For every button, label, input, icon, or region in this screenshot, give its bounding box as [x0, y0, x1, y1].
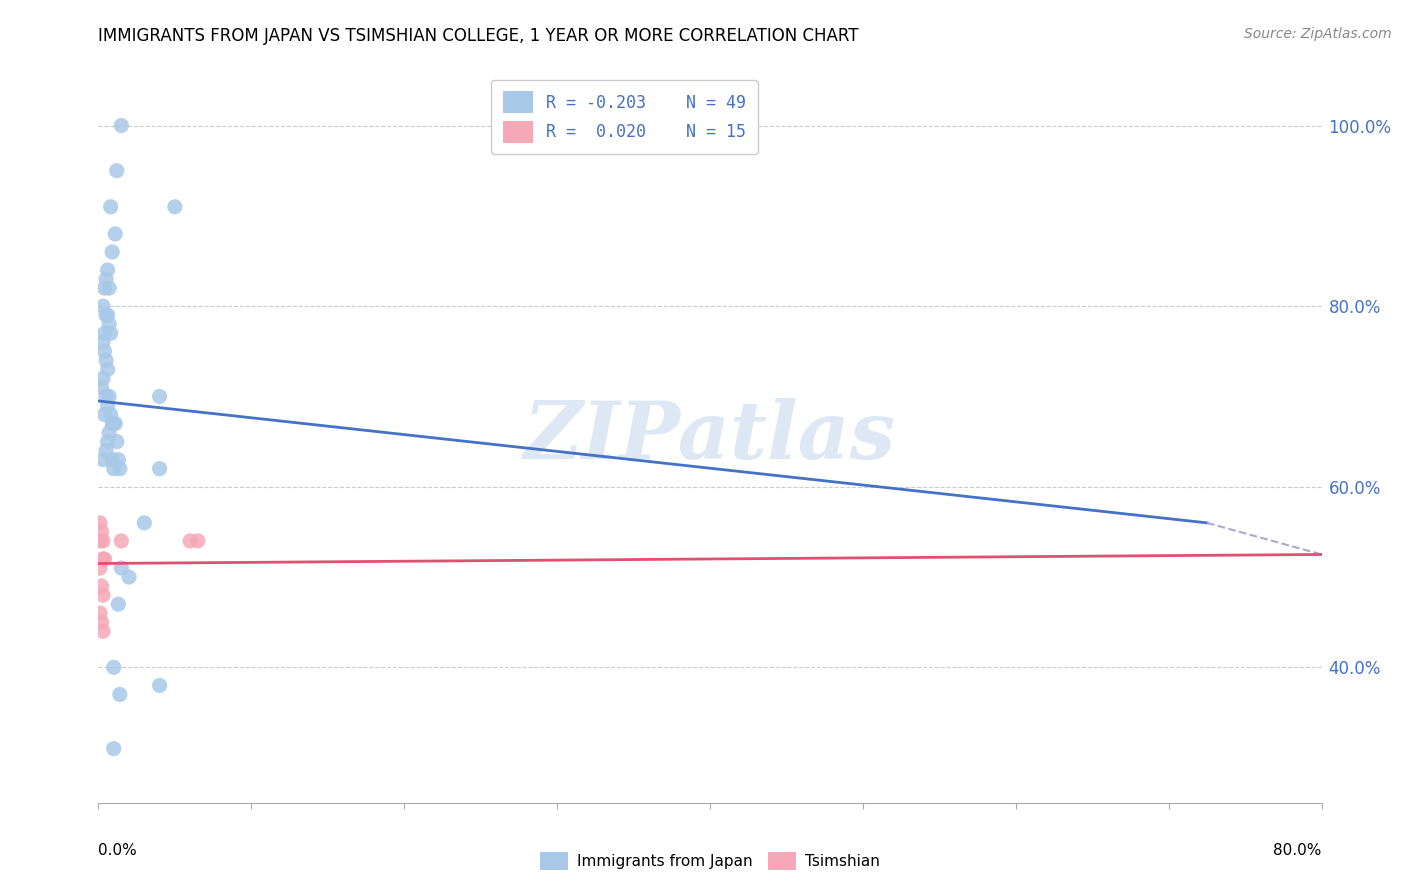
Point: [94, 353, 117, 368]
Point: [94, 272, 117, 286]
Point: [91, 335, 114, 350]
Point: [94, 389, 117, 403]
Point: [93, 552, 115, 566]
Point: [90, 524, 112, 539]
Point: [101, 417, 124, 431]
Point: [108, 688, 131, 702]
Point: [98, 317, 121, 331]
Point: [91, 588, 114, 602]
Text: IMMIGRANTS FROM JAPAN VS TSIMSHIAN COLLEGE, 1 YEAR OR MORE CORRELATION CHART: IMMIGRANTS FROM JAPAN VS TSIMSHIAN COLLE…: [98, 27, 859, 45]
Point: [90, 615, 112, 630]
Point: [104, 227, 127, 241]
Point: [104, 417, 127, 431]
Point: [97, 263, 120, 277]
Point: [149, 461, 172, 475]
Point: [97, 434, 120, 449]
Point: [94, 443, 117, 458]
Point: [103, 417, 125, 431]
Point: [101, 244, 124, 259]
Text: Source: ZipAtlas.com: Source: ZipAtlas.com: [1244, 27, 1392, 41]
Point: [101, 452, 124, 467]
Point: [90, 380, 112, 394]
Text: ZIPatlas: ZIPatlas: [524, 399, 896, 475]
Point: [91, 452, 114, 467]
Legend: Immigrants from Japan, Tsimshian: Immigrants from Japan, Tsimshian: [534, 846, 886, 876]
Point: [97, 399, 120, 413]
Point: [93, 408, 115, 422]
Point: [100, 200, 122, 214]
Point: [93, 281, 115, 295]
Point: [97, 308, 120, 322]
Point: [89, 533, 111, 548]
Point: [89, 561, 111, 575]
Point: [89, 606, 111, 620]
Point: [98, 389, 121, 403]
Point: [93, 344, 115, 359]
Point: [108, 461, 131, 475]
Point: [98, 425, 121, 440]
Point: [105, 434, 128, 449]
Point: [91, 371, 114, 385]
Point: [110, 119, 132, 133]
Point: [97, 362, 120, 376]
Point: [100, 408, 122, 422]
Point: [91, 552, 114, 566]
Point: [107, 597, 129, 611]
Point: [107, 452, 129, 467]
Point: [91, 624, 114, 639]
Point: [91, 533, 114, 548]
Point: [98, 281, 121, 295]
Point: [118, 570, 141, 584]
Point: [149, 389, 172, 403]
Point: [149, 678, 172, 692]
Text: 0.0%: 0.0%: [98, 843, 138, 858]
Point: [187, 533, 209, 548]
Point: [100, 326, 122, 341]
Point: [179, 533, 201, 548]
Point: [163, 200, 186, 214]
Point: [89, 516, 111, 530]
Point: [93, 326, 115, 341]
Point: [90, 579, 112, 593]
Point: [110, 561, 132, 575]
Point: [105, 163, 128, 178]
Point: [103, 741, 125, 756]
Point: [94, 308, 117, 322]
Point: [103, 461, 125, 475]
Point: [103, 660, 125, 674]
Point: [91, 299, 114, 313]
Point: [134, 516, 156, 530]
Text: 80.0%: 80.0%: [1274, 843, 1322, 858]
Point: [110, 533, 132, 548]
